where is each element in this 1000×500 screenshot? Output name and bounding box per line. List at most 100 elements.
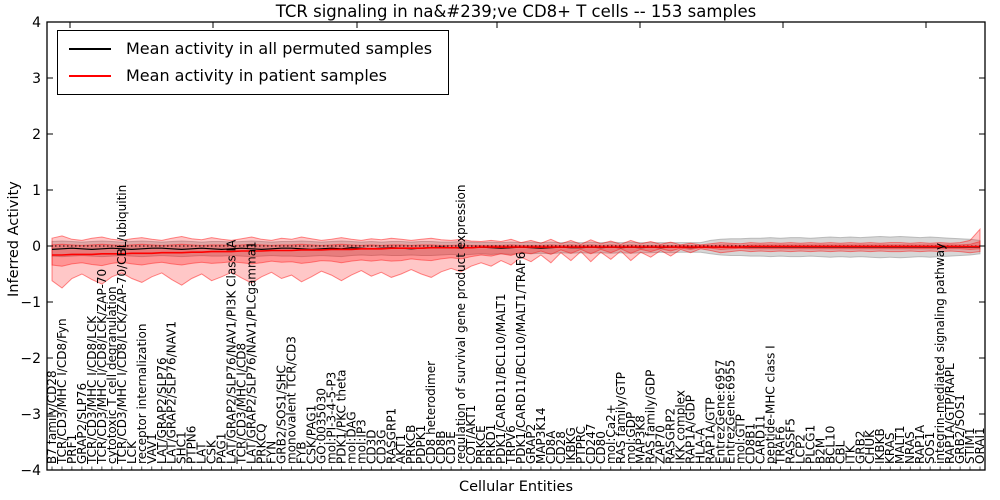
svg-text:LAT/GRAP2/SLP76/NAV1: LAT/GRAP2/SLP76/NAV1 <box>165 321 179 464</box>
legend-label-patient: Mean activity in patient samples <box>126 66 387 85</box>
svg-text:IKBKB: IKBKB <box>873 428 887 464</box>
svg-text:3: 3 <box>32 71 41 87</box>
svg-text:TCR/CD3/MHC I/CD8/Fyn: TCR/CD3/MHC I/CD8/Fyn <box>55 318 69 465</box>
svg-text:PDK1/CARD11/BCL10/MALT1/TRAF6: PDK1/CARD11/BCL10/MALT1/TRAF6 <box>514 252 528 464</box>
svg-text:mol:Ca2+: mol:Ca2+ <box>604 404 618 464</box>
svg-text:PLCG1: PLCG1 <box>803 425 817 464</box>
svg-text:SOS1: SOS1 <box>923 432 937 464</box>
svg-text:LCP2: LCP2 <box>793 434 807 464</box>
svg-text:COT/AKT1: COT/AKT1 <box>464 405 478 464</box>
svg-text:GRAP2: GRAP2 <box>524 424 538 464</box>
svg-text:LAT/GRAP2/SLP76: LAT/GRAP2/SLP76 <box>155 357 169 464</box>
svg-text:GRB2: GRB2 <box>853 430 867 464</box>
svg-text:mol:PI-3-4-5-P3: mol:PI-3-4-5-P3 <box>324 372 338 464</box>
legend-line-black-icon <box>69 47 111 50</box>
svg-text:PRKCE: PRKCE <box>474 425 488 464</box>
svg-text:FYB: FYB <box>295 442 309 464</box>
svg-text:PAG1: PAG1 <box>215 433 229 464</box>
top-ticks <box>69 22 927 28</box>
y-ticks: 4 3 2 1 0 −1 −2 −3 −4 <box>20 15 985 479</box>
svg-text:−2: −2 <box>20 351 41 367</box>
svg-text:integrin-mediated signaling pa: integrin-mediated signaling pathway <box>933 243 947 464</box>
svg-text:RAP1A/GDP: RAP1A/GDP <box>684 395 698 464</box>
svg-text:2: 2 <box>32 127 41 143</box>
svg-text:LAT/GRAP2/SLP76/NAV1/PLCgamma1: LAT/GRAP2/SLP76/NAV1/PLCgamma1 <box>245 241 259 464</box>
svg-text:TCR/CD3/MHC I/CD8: TCR/CD3/MHC I/CD8 <box>235 343 249 465</box>
svg-text:CD3E: CD3E <box>444 431 458 464</box>
svg-text:PRKCB: PRKCB <box>404 425 418 464</box>
svg-text:CD80: CD80 <box>594 431 608 464</box>
svg-text:GO:0035030: GO:0035030 <box>314 388 328 464</box>
svg-text:EntrezGene:6955: EntrezGene:6955 <box>724 360 738 465</box>
svg-text:TCR/CD3/MHC I/CD8/LCK/ZAP-70: TCR/CD3/MHC I/CD8/LCK/ZAP-70 <box>95 269 109 465</box>
svg-text:−1: −1 <box>20 295 41 311</box>
svg-text:CHUK: CHUK <box>863 429 877 464</box>
svg-text:CARD11: CARD11 <box>754 415 768 464</box>
svg-text:LAT: LAT <box>195 442 209 464</box>
svg-text:RAP1A: RAP1A <box>913 424 927 464</box>
svg-text:monovalent TCR/CD3: monovalent TCR/CD3 <box>285 336 299 464</box>
svg-text:VAV1: VAV1 <box>145 433 159 464</box>
svg-text:TCR/CD3/MHC I/CD8/LCK/ZAP-70/C: TCR/CD3/MHC I/CD8/LCK/ZAP-70/CBL/ubiquit… <box>115 185 129 465</box>
svg-text:RASGRP1: RASGRP1 <box>384 408 398 464</box>
chart-title: TCR signaling in na&#239;ve CD8+ T cells… <box>275 2 757 21</box>
svg-text:HLA-A: HLA-A <box>694 427 708 464</box>
plot-frame <box>46 21 986 471</box>
svg-text:mol:IP3: mol:IP3 <box>354 419 368 464</box>
svg-text:ZAP70: ZAP70 <box>654 425 668 464</box>
svg-text:RAS family/GTP: RAS family/GTP <box>614 372 628 464</box>
svg-text:mol:GTP: mol:GTP <box>734 414 748 464</box>
svg-text:RAP1A/GTP: RAP1A/GTP <box>704 397 718 464</box>
svg-text:FYN: FYN <box>265 441 279 464</box>
svg-text:MAP3K8: MAP3K8 <box>634 415 648 464</box>
svg-text:CD8B1: CD8B1 <box>744 423 758 464</box>
svg-text:RAS family/GDP: RAS family/GDP <box>644 370 658 464</box>
svg-text:RASSF5: RASSF5 <box>783 418 797 464</box>
svg-text:cytotoxic T cell degranulation: cytotoxic T cell degranulation <box>105 286 119 464</box>
svg-text:TCR/CD3/MHC I/CD8/LCK: TCR/CD3/MHC I/CD8/LCK <box>85 315 99 465</box>
svg-text:CD8A: CD8A <box>544 430 558 464</box>
legend-label-permuted: Mean activity in all permuted samples <box>126 39 433 58</box>
svg-text:B2M: B2M <box>813 438 827 464</box>
svg-text:AKT1: AKT1 <box>394 434 408 464</box>
mean-lines <box>51 245 980 256</box>
svg-text:TRPV6: TRPV6 <box>504 425 518 465</box>
svg-text:STIM1: STIM1 <box>963 428 977 464</box>
svg-text:MALT1: MALT1 <box>893 425 907 464</box>
svg-text:−4: −4 <box>20 463 41 479</box>
svg-text:CSK: CSK <box>205 439 219 464</box>
svg-text:RASGRP2: RASGRP2 <box>664 408 678 464</box>
svg-text:EntrezGene:6957: EntrezGene:6957 <box>714 360 728 465</box>
svg-text:mol:GDP: mol:GDP <box>624 412 638 464</box>
svg-text:PTPRC: PTPRC <box>574 426 588 464</box>
svg-text:peptide-MHC class I: peptide-MHC class I <box>764 345 778 464</box>
svg-text:PRF1: PRF1 <box>65 434 79 464</box>
svg-text:PRKCQ: PRKCQ <box>255 423 269 464</box>
svg-text:CBL: CBL <box>833 440 847 464</box>
svg-text:4: 4 <box>32 15 41 31</box>
svg-text:GRB2/SOS1/SHC: GRB2/SOS1/SHC <box>275 365 289 464</box>
patient-mean-line <box>52 245 980 256</box>
svg-text:PTPN6: PTPN6 <box>185 426 199 464</box>
svg-text:CD247: CD247 <box>584 423 598 464</box>
svg-text:1: 1 <box>32 183 41 199</box>
svg-text:PDK1/PKC theta: PDK1/PKC theta <box>334 370 348 464</box>
legend: Mean activity in all permuted samples Me… <box>57 30 450 95</box>
svg-text:MAP3K14: MAP3K14 <box>534 407 548 464</box>
svg-text:−3: −3 <box>20 407 41 423</box>
legend-entry-patient: Mean activity in patient samples <box>69 66 432 85</box>
svg-text:IKK complex: IKK complex <box>674 390 688 464</box>
svg-text:LAT/GRAP2/SLP76/NAV1/PI3K Clas: LAT/GRAP2/SLP76/NAV1/PI3K Class IA <box>225 239 239 464</box>
legend-line-red-icon <box>69 74 111 77</box>
legend-entry-permuted: Mean activity in all permuted samples <box>69 39 432 58</box>
svg-text:CD28: CD28 <box>554 431 568 464</box>
svg-text:B7 family/CD28: B7 family/CD28 <box>45 370 59 464</box>
svg-text:regulation of survival gene pr: regulation of survival gene product expr… <box>454 185 468 464</box>
svg-text:NRAS: NRAS <box>903 431 917 464</box>
svg-text:SHC1: SHC1 <box>175 431 189 464</box>
svg-text:receptor internalization: receptor internalization <box>135 324 149 464</box>
svg-text:CD3D: CD3D <box>364 430 378 465</box>
svg-text:RAP1A/GTP/RAPL: RAP1A/GTP/RAPL <box>943 363 957 464</box>
svg-text:CSK/PAG1: CSK/PAG1 <box>304 405 318 464</box>
